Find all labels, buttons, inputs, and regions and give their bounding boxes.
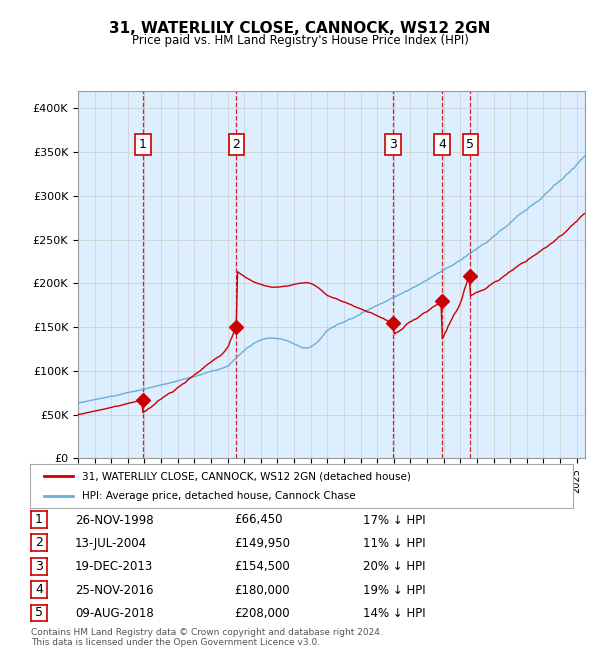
Text: 2: 2 xyxy=(232,138,241,151)
Text: 5: 5 xyxy=(35,606,43,619)
Text: £154,500: £154,500 xyxy=(234,560,290,573)
Text: 1: 1 xyxy=(139,138,147,151)
Text: 11% ↓ HPI: 11% ↓ HPI xyxy=(363,537,425,550)
Text: £149,950: £149,950 xyxy=(234,537,290,550)
Text: 25-NOV-2016: 25-NOV-2016 xyxy=(75,584,154,597)
Text: 3: 3 xyxy=(35,560,43,573)
Text: 09-AUG-2018: 09-AUG-2018 xyxy=(75,607,154,620)
Text: 17% ↓ HPI: 17% ↓ HPI xyxy=(363,514,425,526)
Text: 4: 4 xyxy=(438,138,446,151)
Text: 4: 4 xyxy=(35,583,43,596)
Text: £66,450: £66,450 xyxy=(234,514,283,526)
Text: 26-NOV-1998: 26-NOV-1998 xyxy=(75,514,154,526)
Text: 19% ↓ HPI: 19% ↓ HPI xyxy=(363,584,425,597)
Text: 2: 2 xyxy=(35,536,43,549)
Text: HPI: Average price, detached house, Cannock Chase: HPI: Average price, detached house, Cann… xyxy=(82,491,355,501)
Text: 13-JUL-2004: 13-JUL-2004 xyxy=(75,537,147,550)
Text: 20% ↓ HPI: 20% ↓ HPI xyxy=(363,560,425,573)
Text: 1: 1 xyxy=(35,513,43,526)
Text: 19-DEC-2013: 19-DEC-2013 xyxy=(75,560,153,573)
Text: 5: 5 xyxy=(466,138,475,151)
Text: Price paid vs. HM Land Registry's House Price Index (HPI): Price paid vs. HM Land Registry's House … xyxy=(131,34,469,47)
Text: 3: 3 xyxy=(389,138,397,151)
Text: £208,000: £208,000 xyxy=(234,607,290,620)
Text: 31, WATERLILY CLOSE, CANNOCK, WS12 2GN (detached house): 31, WATERLILY CLOSE, CANNOCK, WS12 2GN (… xyxy=(82,471,410,481)
Text: 31, WATERLILY CLOSE, CANNOCK, WS12 2GN: 31, WATERLILY CLOSE, CANNOCK, WS12 2GN xyxy=(109,21,491,36)
Text: 14% ↓ HPI: 14% ↓ HPI xyxy=(363,607,425,620)
Text: Contains HM Land Registry data © Crown copyright and database right 2024.
This d: Contains HM Land Registry data © Crown c… xyxy=(31,628,383,647)
Text: £180,000: £180,000 xyxy=(234,584,290,597)
